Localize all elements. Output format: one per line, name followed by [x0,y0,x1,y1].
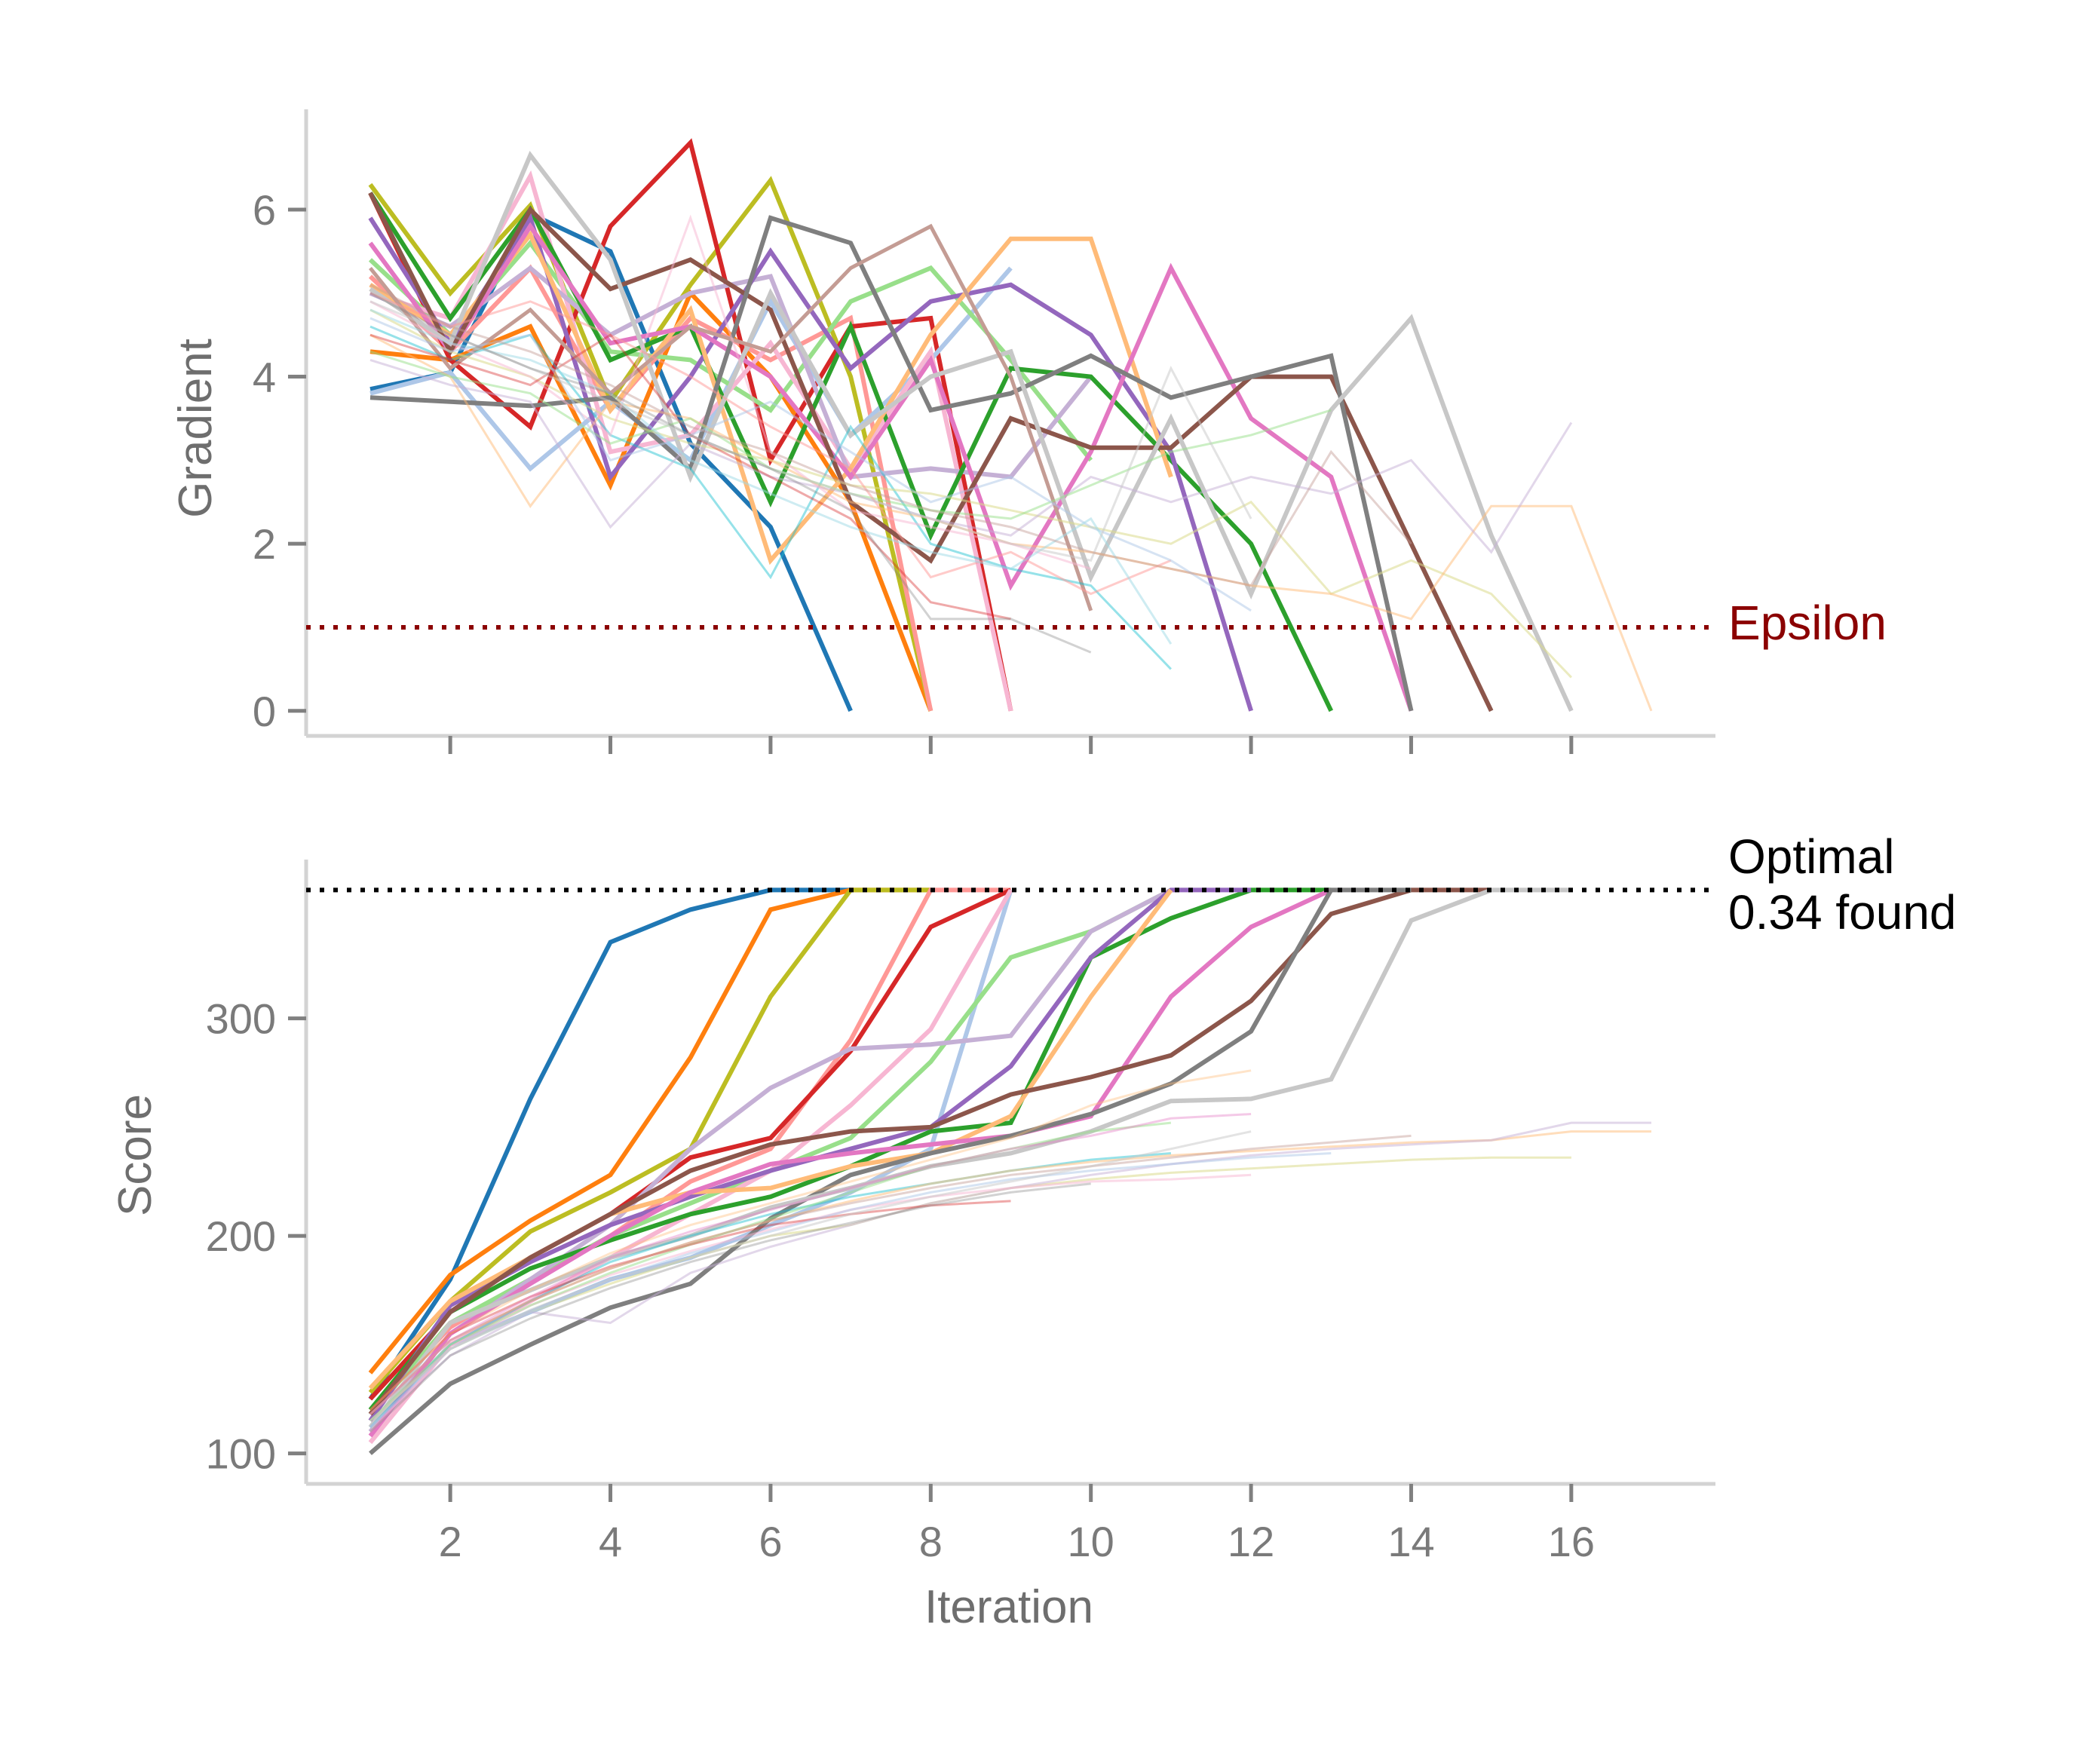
bottom-series-line-7 [368,888,1013,1445]
bottom-series [368,887,1651,1455]
bottom-series-line-13 [368,887,1491,1416]
bottom-series-line-27 [369,1069,1252,1411]
top-y-tick-label: 6 [253,186,276,234]
bottom-series-line-2 [368,887,931,1394]
top-series-line-15 [369,150,1574,713]
bottom-x-tick-label: 6 [759,1518,782,1565]
optimal-label-line-1: 0.34 found [1728,885,1957,939]
bottom-y-ticks: 100 200 300 [206,995,306,1478]
bottom-series-line-18 [369,1130,1651,1415]
epsilon-label: Epsilon [1728,596,1887,650]
top-series-line-29 [369,292,1092,654]
bottom-series-line-24 [369,1134,1412,1415]
top-series-line-27 [369,300,1252,562]
bottom-x-tick-label: 10 [1068,1518,1114,1565]
top-series-line-10 [368,212,1253,712]
top-y-tick-label: 0 [253,688,276,735]
top-y-tick-label: 2 [253,520,276,568]
bottom-series-line-8 [368,887,1173,1433]
top-series-line-23 [369,292,1172,596]
bottom-series-line-11 [368,888,1173,1390]
top-series-line-21 [369,214,1092,570]
bottom-x-tick-label: 8 [919,1518,943,1565]
bottom-y-tick-label: 200 [206,1212,276,1260]
top-panel: 0 2 4 6 Epsilon Gradient [170,109,1887,754]
bottom-series-line-23 [369,1152,1332,1429]
bottom-x-tick-label: 4 [599,1518,622,1565]
bottom-series-line-26 [369,1182,1091,1433]
top-series-line-20 [369,358,1573,554]
bottom-series-line-14 [369,887,1412,1455]
bottom-x-tick-label: 2 [439,1518,462,1565]
optimal-label: Optimal 0.34 found [1728,829,1957,939]
bottom-series-line-5 [368,889,1013,1433]
bottom-x-tick-label: 12 [1228,1518,1274,1565]
top-x-ticks [448,736,1574,754]
bottom-series-line-15 [368,887,1571,1429]
top-series-line-12 [368,222,1414,712]
bottom-series-line-21 [369,1121,1172,1422]
x-axis-label: Iteration [924,1581,1093,1633]
bottom-series-line-12 [368,887,1332,1438]
top-series-line-16 [369,223,1093,611]
optimal-label-line-0: Optimal [1728,829,1895,884]
bottom-y-tick-label: 100 [206,1430,276,1478]
bottom-series-line-25 [369,1130,1252,1422]
bottom-x-ticks: 2 4 6 8 10 12 14 16 [439,1484,1595,1565]
top-series-line-28 [369,284,1412,587]
top-series-line-13 [368,192,1494,713]
bottom-y-tick-label: 300 [206,995,276,1043]
top-y-axis-label: Gradient [170,339,222,518]
bottom-y-axis-label: Score [109,1094,161,1216]
top-series-line-14 [369,215,1414,712]
bottom-series-line-22 [369,1200,1011,1411]
top-y-tick-label: 4 [253,354,276,401]
top-series-line-26 [369,308,1173,645]
bottom-x-tick-label: 16 [1548,1518,1595,1565]
bottom-series-line-1 [368,887,931,1375]
bottom-x-tick-label: 14 [1387,1518,1434,1565]
top-series-line-25 [369,317,1252,612]
top-y-ticks: 0 2 4 6 [253,186,306,735]
bottom-series-line-28 [369,1113,1252,1415]
bottom-series-line-6 [368,887,1173,1416]
bottom-panel: 100 200 300 2 4 6 8 10 12 14 16 Optimal 0.34 found… [109,829,1957,1633]
top-series [368,138,1653,713]
top-series-line-17 [369,325,1172,670]
